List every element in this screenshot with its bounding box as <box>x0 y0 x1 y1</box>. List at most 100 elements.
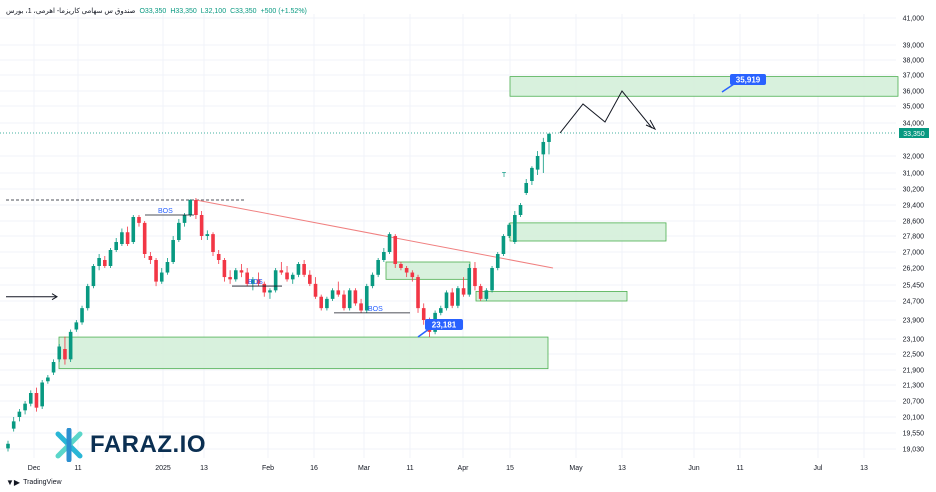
candle-body <box>23 403 27 411</box>
candle-body <box>342 294 346 309</box>
candle-body <box>541 141 546 155</box>
price-axis[interactable]: 41,000 39,000 38,000 37,000 36,000 35,000 34,0… <box>899 16 929 454</box>
time-tick-10: May <box>569 465 583 472</box>
candle-86 <box>495 252 500 271</box>
candle-body <box>313 283 318 297</box>
candle-88 <box>507 222 511 238</box>
candle-body <box>125 232 130 244</box>
candle-body <box>6 443 10 449</box>
candle-6 <box>40 380 44 409</box>
callout-box-1 <box>425 319 463 330</box>
candle-22 <box>131 215 136 244</box>
candle-body <box>461 288 466 295</box>
candle-body <box>40 382 44 407</box>
tradingview-label: TradingView <box>23 479 62 486</box>
candle-body <box>364 286 369 311</box>
candle-94 <box>541 137 546 173</box>
candle-body <box>308 274 312 284</box>
candle-19 <box>114 238 118 252</box>
candle-body <box>63 349 67 360</box>
annotations: BOS BOS BOS 35,919 23,181 T <box>145 74 766 338</box>
candle-body <box>137 217 141 223</box>
candle-body <box>376 260 380 275</box>
candle-body <box>57 346 62 360</box>
price-tick-0: 41,000 <box>903 16 925 23</box>
time-axis[interactable]: Dec 11 2025 13 Feb 16 Mar 11 Apr 15 May 13 Jun 11 Jul 1… <box>28 465 868 472</box>
zone-flip <box>385 261 471 280</box>
last-price-tag <box>899 128 929 138</box>
candle-body <box>495 254 500 268</box>
price-tick-14: 27,000 <box>903 250 925 257</box>
candle-body <box>359 303 363 311</box>
callout-label-1: 23,181 <box>432 321 457 330</box>
candle-body <box>336 290 341 295</box>
price-tick-19: 23,100 <box>903 337 925 344</box>
candle-36 <box>211 232 215 256</box>
bos-label-2: BOS <box>368 306 383 313</box>
candle-57 <box>330 288 335 301</box>
candle-56 <box>325 296 329 311</box>
candle-body <box>353 290 358 304</box>
candle-body <box>188 200 193 215</box>
candle-body <box>547 133 551 142</box>
candle-body <box>347 290 352 309</box>
candle-42 <box>245 268 249 287</box>
candle-32 <box>188 199 193 217</box>
candle-body <box>524 183 529 193</box>
projection-path <box>559 90 653 134</box>
candle-body <box>159 272 164 282</box>
candle-85 <box>490 266 494 293</box>
candle-body <box>484 290 489 299</box>
candle-body <box>279 270 284 273</box>
candle-body <box>148 256 153 260</box>
candle-28 <box>165 258 170 275</box>
bos-label-1: BOS <box>248 279 263 286</box>
candle-38 <box>222 258 227 282</box>
candle-62 <box>359 298 363 313</box>
candle-51 <box>296 262 301 278</box>
candle-body <box>46 377 50 382</box>
symbol-header: صندوق س سهامی کاریزما- اهرمی، 1، بورس O3… <box>6 7 307 16</box>
candle-body <box>456 288 460 306</box>
candle-body <box>416 277 420 309</box>
candle-body <box>325 298 329 309</box>
candle-64 <box>370 272 375 289</box>
candle-43 <box>251 277 255 291</box>
candle-body <box>154 260 158 282</box>
candle-body <box>478 286 483 299</box>
candle-49 <box>285 266 289 282</box>
candle-58 <box>336 281 341 297</box>
candle-47 <box>273 268 278 293</box>
zone-target <box>509 76 899 97</box>
symbol-name[interactable]: صندوق س سهامی کاریزما- اهرمی، 1، بورس <box>6 8 136 15</box>
candle-body <box>370 274 375 287</box>
candle-body <box>199 215 204 236</box>
candle-body <box>165 262 170 273</box>
candle-body <box>194 200 198 215</box>
candle-41 <box>239 264 244 278</box>
candle-body <box>444 292 449 309</box>
last-price-label: 33,350 <box>903 131 925 138</box>
candle-11 <box>68 329 73 362</box>
tradingview-brand[interactable]: ▼▶ TradingView <box>6 478 62 487</box>
zone-bottom <box>58 336 549 370</box>
candle-33 <box>194 198 198 219</box>
callout-box-0 <box>730 74 766 85</box>
price-tick-12: 28,600 <box>903 219 925 226</box>
zone-mid <box>509 222 667 242</box>
candle-body <box>182 215 187 223</box>
callout-label-0: 35,919 <box>736 76 761 85</box>
candle-body <box>387 234 392 252</box>
candle-body <box>34 393 39 408</box>
ohlc-low: L32,100 <box>200 7 227 15</box>
candle-10 <box>63 336 67 365</box>
candle-39 <box>228 270 232 284</box>
time-tick-4: Feb <box>262 465 274 472</box>
price-tick-26: 19,030 <box>903 447 925 454</box>
time-tick-13: 11 <box>736 465 743 472</box>
candle-95 <box>547 133 551 155</box>
candle-body <box>103 260 107 266</box>
candle-66 <box>382 248 386 262</box>
candle-82 <box>473 262 477 291</box>
